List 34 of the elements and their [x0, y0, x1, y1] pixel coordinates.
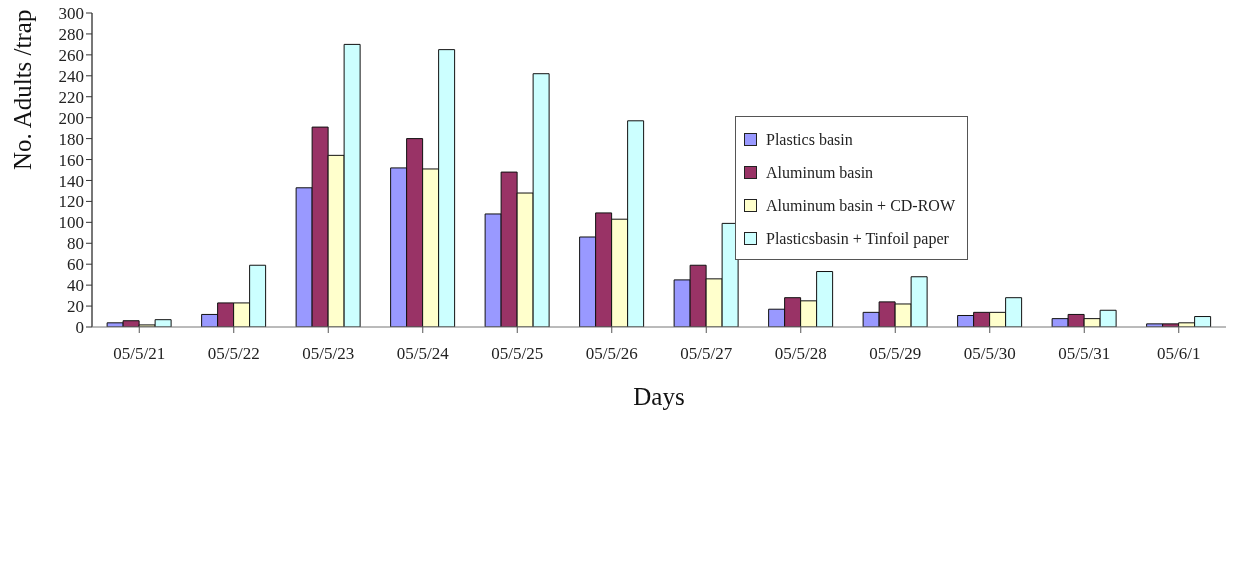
- x-tick-label: 05/5/24: [396, 344, 450, 364]
- x-tick-label: 05/5/27: [680, 344, 733, 364]
- legend-label: Plasticsbasin + Tinfoil paper: [766, 229, 949, 248]
- y-tick-label: 60: [67, 255, 84, 275]
- y-tick-label: 100: [58, 213, 84, 233]
- legend-label: Aluminum basin: [766, 163, 874, 182]
- y-tick-label: 280: [58, 24, 84, 44]
- y-tick-label: 180: [58, 129, 84, 149]
- legend-label: Plastics basin: [766, 130, 853, 149]
- y-tick-label: 0: [75, 318, 84, 338]
- x-tick-label: 05/5/22: [207, 344, 260, 364]
- x-tick-label: 05/5/26: [585, 344, 638, 364]
- y-tick-label: 20: [67, 297, 84, 317]
- x-tick-label: 05/5/31: [1058, 344, 1111, 364]
- y-tick-label: 260: [58, 45, 84, 65]
- y-tick-label: 80: [67, 234, 84, 254]
- legend-label: Aluminum basin + CD-ROW: [766, 196, 956, 215]
- y-tick-label: 160: [58, 150, 84, 170]
- y-tick-label: 200: [58, 108, 84, 128]
- x-axis-title: Days: [633, 383, 685, 410]
- y-tick-label: 240: [58, 66, 84, 86]
- x-tick-label: 05/5/21: [113, 344, 166, 364]
- y-axis-title: No. Adults /trap: [8, 9, 36, 170]
- x-tick-label: 05/5/29: [869, 344, 922, 364]
- y-tick-label: 120: [58, 192, 84, 212]
- x-tick-label: 05/5/23: [302, 344, 355, 364]
- x-tick-label: 05/5/28: [774, 344, 827, 364]
- y-tick-label: 40: [67, 276, 84, 296]
- y-tick-label: 220: [58, 87, 84, 107]
- x-tick-label: 05/6/1: [1157, 344, 1201, 364]
- x-tick-label: 05/5/25: [491, 344, 544, 364]
- y-tick-label: 300: [58, 4, 84, 24]
- y-tick-label: 140: [58, 171, 84, 191]
- x-tick-label: 05/5/30: [963, 344, 1016, 364]
